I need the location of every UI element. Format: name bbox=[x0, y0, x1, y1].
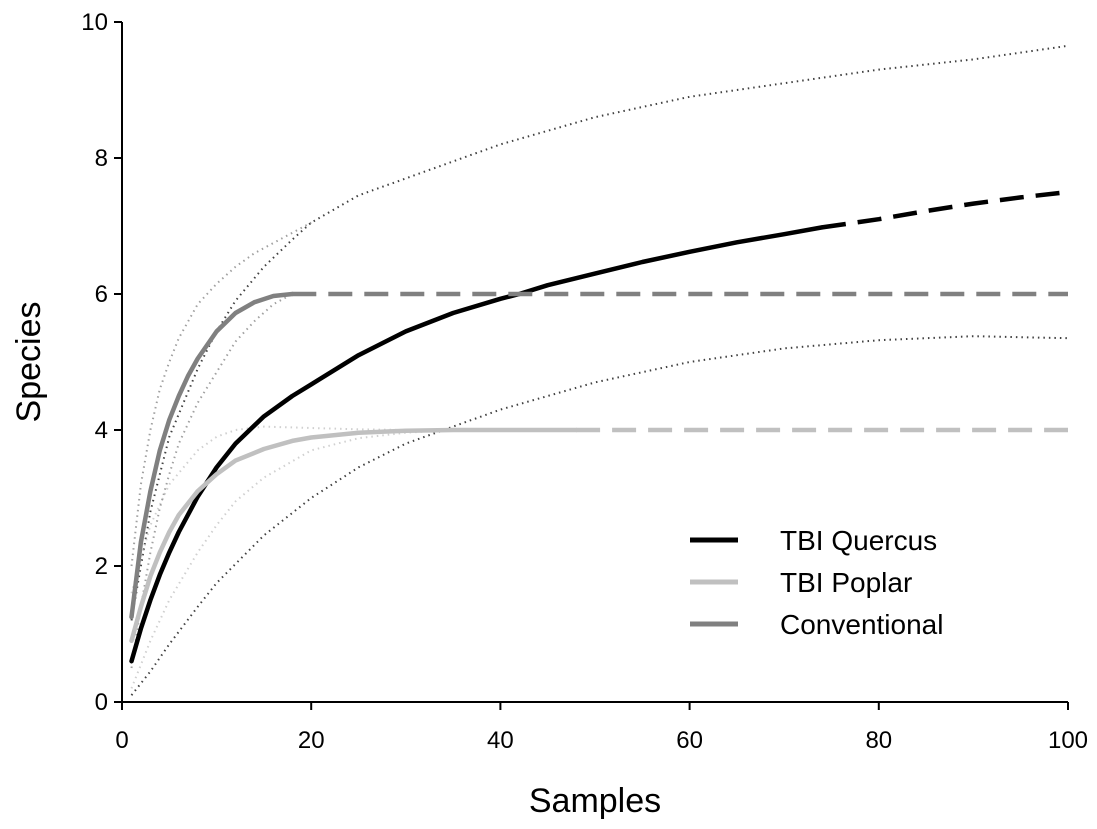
y-tick-label: 0 bbox=[95, 689, 108, 716]
x-tick-label: 80 bbox=[865, 727, 892, 754]
axis-ticks: 0 20 40 60 80 100 0 2 4 6 8 10 bbox=[81, 9, 1088, 754]
conventional-confidence-upper bbox=[130, 221, 312, 567]
tbi-poplar-confidence-lower bbox=[130, 429, 577, 689]
axes: 0 20 40 60 80 100 0 2 4 6 8 10 Samples Species bbox=[10, 9, 1088, 820]
legend-label-conventional: Conventional bbox=[780, 609, 943, 640]
y-tick-label: 6 bbox=[95, 281, 108, 308]
y-tick-label: 10 bbox=[81, 9, 108, 36]
tbi-poplar-confidence-upper bbox=[130, 425, 577, 594]
tbi-quercus-confidence-lower bbox=[130, 335, 1069, 696]
y-axis-title: Species bbox=[10, 302, 48, 423]
x-tick-label: 100 bbox=[1048, 727, 1088, 754]
conventional-observed-line bbox=[129, 291, 295, 620]
tbi-quercus-extrapolated-line bbox=[821, 189, 1069, 230]
y-tick-label: 2 bbox=[95, 553, 108, 580]
legend-label-tbi-poplar: TBI Poplar bbox=[780, 567, 912, 598]
x-tick-label: 60 bbox=[676, 727, 703, 754]
confidence-bands bbox=[130, 44, 1069, 696]
tbi-quercus-confidence-upper bbox=[130, 44, 1069, 621]
y-tick-label: 4 bbox=[95, 417, 108, 444]
x-tick-label: 0 bbox=[115, 727, 128, 754]
legend-label-tbi-quercus: TBI Quercus bbox=[780, 525, 937, 556]
x-tick-label: 20 bbox=[298, 727, 325, 754]
series-lines bbox=[129, 189, 1069, 664]
legend: TBI Quercus TBI Poplar Conventional bbox=[690, 525, 943, 640]
tbi-poplar-observed-line bbox=[129, 427, 579, 644]
x-tick-label: 40 bbox=[487, 727, 514, 754]
tbi-quercus-observed-line bbox=[129, 225, 825, 664]
y-tick-label: 8 bbox=[95, 145, 108, 172]
x-axis-title: Samples bbox=[529, 782, 661, 820]
